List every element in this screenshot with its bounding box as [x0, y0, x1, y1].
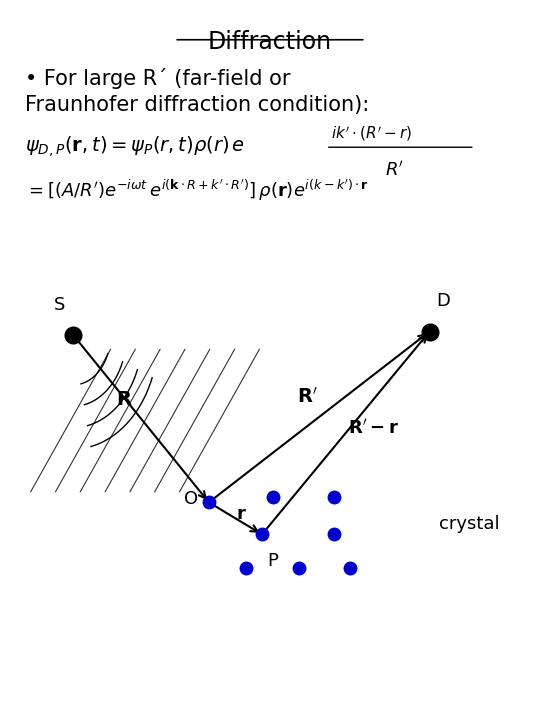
Text: S: S [55, 296, 66, 314]
Text: O: O [184, 490, 198, 508]
Text: D: D [436, 292, 450, 310]
Text: crystal: crystal [439, 515, 500, 533]
Text: Diffraction: Diffraction [208, 30, 332, 55]
Text: $\mathbf{R'- r}$: $\mathbf{R'- r}$ [348, 418, 399, 437]
Text: $\mathbf{R}$: $\mathbf{R}$ [116, 390, 132, 409]
Text: $ik'\cdot(R'-r)$: $ik'\cdot(R'-r)$ [331, 125, 412, 143]
Text: • For large R´ (far-field or: • For large R´ (far-field or [25, 68, 291, 89]
Text: $\mathbf{R'}$: $\mathbf{R'}$ [297, 387, 318, 407]
Text: $= [(A/R')e^{-i\omega t}\, e^{i(\mathbf{k}\cdot R+k'\cdot R')}]\, \rho(\mathbf{r: $= [(A/R')e^{-i\omega t}\, e^{i(\mathbf{… [25, 178, 369, 203]
Text: $\psi_{D,P}(\mathbf{r},t) = \psi_P(r,t)\rho(r)\, e$: $\psi_{D,P}(\mathbf{r},t) = \psi_P(r,t)\… [25, 134, 245, 159]
Text: Fraunhofer diffraction condition):: Fraunhofer diffraction condition): [25, 94, 370, 114]
Text: P: P [267, 552, 278, 570]
Text: $\mathbf{r}$: $\mathbf{r}$ [237, 505, 247, 523]
Text: $R'$: $R'$ [386, 160, 404, 179]
